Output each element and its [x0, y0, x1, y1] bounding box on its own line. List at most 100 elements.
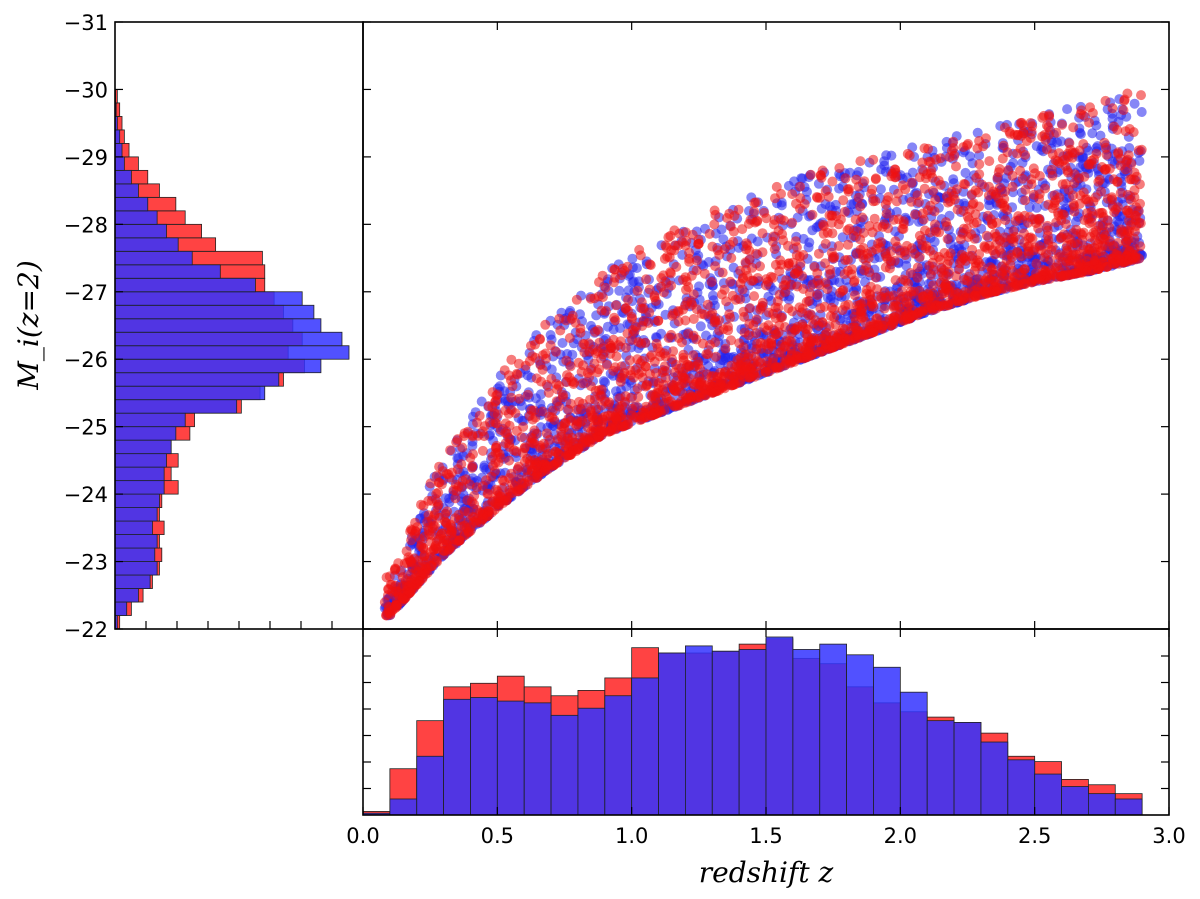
- scatter-point: [771, 362, 782, 373]
- scatter-point: [1115, 227, 1126, 238]
- scatter-point: [518, 421, 529, 432]
- scatter-point: [812, 275, 823, 286]
- scatter-point: [434, 477, 445, 488]
- scatter-point: [866, 188, 877, 199]
- redshift-hist-bar-blue: [631, 677, 659, 816]
- redshift-hist-bar-blue: [658, 652, 686, 816]
- scatter-point: [571, 419, 582, 430]
- scatter-point: [527, 414, 538, 425]
- scatter-point: [431, 544, 442, 554]
- scatter-point: [701, 349, 712, 360]
- scatter-point: [843, 299, 854, 310]
- scatter-point: [541, 461, 552, 472]
- y-tick-labels: −22−23−24−25−26−27−28−29−30−31: [64, 11, 108, 642]
- scatter-point: [792, 265, 802, 276]
- scatter-point: [890, 296, 901, 307]
- scatter-point: [938, 271, 949, 282]
- scatter-point: [450, 513, 461, 524]
- magnitude-hist-bar-blue: [114, 588, 139, 603]
- scatter-point: [1015, 213, 1026, 224]
- scatter-point: [805, 169, 816, 180]
- scatter-point: [928, 280, 939, 291]
- scatter-point: [467, 431, 478, 442]
- scatter-point: [971, 217, 982, 228]
- scatter-point: [641, 274, 652, 285]
- scatter-point: [623, 294, 633, 305]
- scatter-point: [820, 277, 831, 288]
- scatter-point: [641, 380, 652, 391]
- scatter-point: [509, 445, 519, 456]
- scatter-point: [526, 405, 537, 416]
- scatter-point: [948, 190, 959, 201]
- scatter-point: [914, 285, 925, 296]
- scatter-point: [1043, 199, 1054, 210]
- scatter-point: [589, 358, 600, 369]
- redshift-hist-bar-blue: [470, 697, 498, 816]
- scatter-point: [446, 467, 457, 478]
- scatter-point: [709, 219, 720, 230]
- scatter-point: [1085, 232, 1096, 242]
- scatter-point: [1001, 255, 1012, 265]
- scatter-point: [526, 437, 537, 448]
- magnitude-hist-bar-blue: [114, 250, 193, 266]
- redshift-hist-bar-blue: [738, 649, 767, 816]
- scatter-point: [868, 154, 879, 165]
- scatter-point: [479, 460, 490, 471]
- scatter-point: [450, 493, 461, 504]
- scatter-point: [544, 434, 555, 445]
- scatter-point: [961, 223, 972, 234]
- scatter-point: [905, 268, 916, 278]
- scatter-point: [561, 377, 572, 388]
- scatter-point: [1126, 220, 1137, 231]
- y-tick-label: −30: [64, 78, 108, 102]
- scatter-point: [912, 190, 923, 201]
- scatter-point: [835, 339, 846, 350]
- scatter-point: [714, 249, 725, 260]
- scatter-point: [737, 284, 748, 295]
- scatter-point: [960, 167, 971, 178]
- scatter-point: [952, 204, 963, 215]
- scatter-point: [1042, 225, 1053, 236]
- scatter-point: [596, 305, 607, 316]
- scatter-point: [904, 150, 915, 161]
- scatter-point: [491, 418, 502, 429]
- scatter-point: [680, 240, 691, 251]
- scatter-point: [577, 439, 588, 450]
- scatter-point: [659, 405, 670, 415]
- magnitude-hist-bar-blue: [114, 264, 221, 279]
- scatter-point: [1098, 251, 1109, 262]
- scatter-point: [807, 209, 818, 220]
- scatter-point: [1092, 239, 1103, 249]
- scatter-point: [1069, 206, 1080, 217]
- scatter-point: [1062, 104, 1073, 115]
- scatter-point: [727, 290, 738, 301]
- scatter-point: [925, 200, 936, 211]
- scatter-point: [813, 248, 824, 259]
- scatter-point: [610, 412, 621, 423]
- scatter-point: [795, 181, 806, 192]
- magnitude-hist-bar-blue: [114, 345, 350, 360]
- scatter-point: [896, 286, 907, 297]
- redshift-hist-bar-blue: [416, 755, 445, 816]
- scatter-point: [545, 330, 556, 340]
- magnitude-hist-bar-blue: [114, 426, 177, 441]
- scatter-point: [901, 240, 912, 251]
- scatter-point: [448, 539, 459, 550]
- scatter-point: [632, 383, 643, 394]
- scatter-point: [1094, 174, 1105, 185]
- scatter-point: [879, 303, 890, 314]
- scatter-point: [720, 351, 731, 362]
- scatter-point: [692, 390, 703, 401]
- scatter-point: [1047, 241, 1058, 252]
- scatter-point: [1007, 181, 1018, 192]
- scatter-point: [414, 533, 425, 544]
- magnitude-hist-bar-blue: [114, 210, 158, 225]
- scatter-point: [1034, 171, 1045, 181]
- scatter-point: [762, 325, 773, 336]
- scatter-point: [744, 254, 755, 265]
- scatter-point: [1012, 148, 1022, 159]
- scatter-point: [1069, 238, 1080, 248]
- scatter-point: [864, 221, 875, 231]
- scatter-point: [1089, 154, 1100, 165]
- magnitude-hist-bar-blue: [114, 156, 125, 171]
